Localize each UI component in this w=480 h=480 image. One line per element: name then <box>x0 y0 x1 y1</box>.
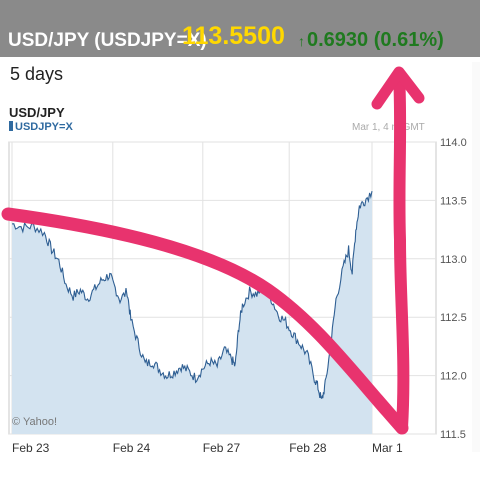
chart-credit: © Yahoo! <box>12 416 58 428</box>
quote-symbol: USD/JPY (USDJPY=X) <box>8 30 207 51</box>
chart-timestamp: Mar 1, 4 m GMT <box>352 122 425 133</box>
chart-legend: USDJPY=X <box>9 121 73 133</box>
annotation-curve <box>1 207 409 435</box>
quote-change: ↑ 0.6930 (0.61%) <box>298 29 444 52</box>
legend-swatch <box>9 121 13 131</box>
series-area-usdjpy <box>12 191 372 434</box>
y-tick-label: 113.5 <box>440 195 467 207</box>
adjacent-panel-edge <box>472 62 480 452</box>
x-tick-label: Feb 23 <box>12 441 50 455</box>
x-tick-label: Feb 24 <box>113 441 151 455</box>
y-tick-label: 112.5 <box>440 312 467 324</box>
up-arrow-icon: ↑ <box>298 33 305 49</box>
quote-bar: USD/JPY (USDJPY=X) 113.5500 ↑ 0.6930 (0.6… <box>0 0 480 57</box>
annotation-upstroke <box>393 68 410 434</box>
chart-title: USD/JPY <box>9 105 65 120</box>
y-tick-label: 114.0 <box>440 137 467 149</box>
quote-change-value: 0.6930 (0.61%) <box>307 29 444 51</box>
x-tick-label: Feb 28 <box>289 441 327 455</box>
x-tick-label: Mar 1 <box>372 441 403 455</box>
y-tick-label: 112.0 <box>440 371 467 383</box>
range-label[interactable]: 5 days <box>10 64 64 84</box>
series-line-usdjpy <box>11 190 373 400</box>
annotation-arrowhead <box>371 66 425 110</box>
y-tick-label: 113.0 <box>440 254 467 266</box>
legend-label: USDJPY=X <box>15 121 73 133</box>
x-tick-label: Feb 27 <box>203 441 241 455</box>
y-tick-label: 111.5 <box>440 429 466 441</box>
quote-price: 113.5500 <box>182 22 285 50</box>
